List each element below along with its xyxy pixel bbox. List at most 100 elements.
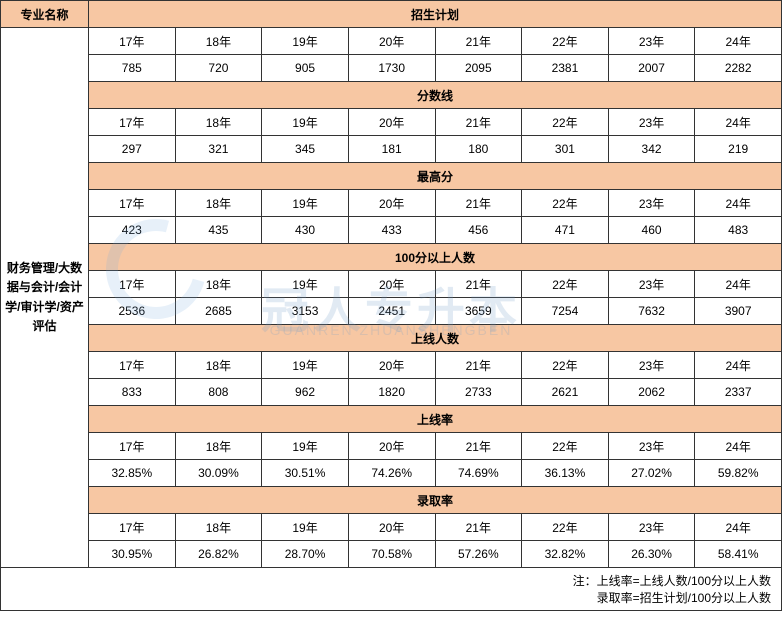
value-cell: 460 xyxy=(608,217,695,244)
year-cell: 20年 xyxy=(348,190,435,217)
year-cell: 21年 xyxy=(435,190,522,217)
major-name-cell: 财务管理/大数据与会计/会计学/审计学/资产评估 xyxy=(1,28,89,568)
value-cell: 2733 xyxy=(435,379,522,406)
value-cell: 28.70% xyxy=(262,541,349,568)
admissions-table: 专业名称 招生计划 财务管理/大数据与会计/会计学/审计学/资产评估 17年 1… xyxy=(0,0,782,611)
value-cell: 3153 xyxy=(262,298,349,325)
value-cell: 30.51% xyxy=(262,460,349,487)
year-cell: 17年 xyxy=(89,28,176,55)
year-cell: 23年 xyxy=(608,190,695,217)
value-cell: 423 xyxy=(89,217,176,244)
year-cell: 18年 xyxy=(175,433,262,460)
value-cell: 59.82% xyxy=(695,460,782,487)
value-cell: 32.82% xyxy=(522,541,609,568)
year-cell: 17年 xyxy=(89,352,176,379)
year-cell: 23年 xyxy=(608,352,695,379)
section-title-2: 最高分 xyxy=(89,163,782,190)
footnote-line1: 注：上线率=上线人数/100分以上人数 xyxy=(573,574,771,588)
year-cell: 22年 xyxy=(522,352,609,379)
year-cell: 22年 xyxy=(522,433,609,460)
section-title-5: 上线率 xyxy=(89,406,782,433)
value-cell: 2062 xyxy=(608,379,695,406)
value-cell: 181 xyxy=(348,136,435,163)
year-cell: 24年 xyxy=(695,352,782,379)
year-cell: 21年 xyxy=(435,433,522,460)
year-cell: 23年 xyxy=(608,514,695,541)
year-cell: 18年 xyxy=(175,109,262,136)
value-cell: 7632 xyxy=(608,298,695,325)
section-title-1: 分数线 xyxy=(89,82,782,109)
year-cell: 17年 xyxy=(89,109,176,136)
year-cell: 18年 xyxy=(175,190,262,217)
year-cell: 20年 xyxy=(348,352,435,379)
year-cell: 24年 xyxy=(695,514,782,541)
footnote-cell: 注：上线率=上线人数/100分以上人数 录取率=招生计划/100分以上人数 xyxy=(1,568,782,611)
section-title-3: 100分以上人数 xyxy=(89,244,782,271)
year-cell: 23年 xyxy=(608,271,695,298)
value-cell: 2451 xyxy=(348,298,435,325)
value-cell: 27.02% xyxy=(608,460,695,487)
value-cell: 74.69% xyxy=(435,460,522,487)
value-cell: 32.85% xyxy=(89,460,176,487)
value-cell: 3907 xyxy=(695,298,782,325)
year-cell: 24年 xyxy=(695,271,782,298)
year-cell: 22年 xyxy=(522,28,609,55)
year-cell: 22年 xyxy=(522,109,609,136)
value-cell: 2621 xyxy=(522,379,609,406)
year-cell: 24年 xyxy=(695,28,782,55)
year-cell: 21年 xyxy=(435,28,522,55)
section-title-0: 招生计划 xyxy=(89,1,782,28)
footnote-line2: 录取率=招生计划/100分以上人数 xyxy=(597,591,771,605)
year-cell: 21年 xyxy=(435,271,522,298)
value-cell: 456 xyxy=(435,217,522,244)
section-title-4: 上线人数 xyxy=(89,325,782,352)
value-cell: 301 xyxy=(522,136,609,163)
section-title-6: 录取率 xyxy=(89,487,782,514)
year-cell: 24年 xyxy=(695,109,782,136)
value-cell: 7254 xyxy=(522,298,609,325)
value-cell: 26.82% xyxy=(175,541,262,568)
value-cell: 2337 xyxy=(695,379,782,406)
value-cell: 180 xyxy=(435,136,522,163)
value-cell: 36.13% xyxy=(522,460,609,487)
value-cell: 219 xyxy=(695,136,782,163)
value-cell: 833 xyxy=(89,379,176,406)
value-cell: 433 xyxy=(348,217,435,244)
year-cell: 17年 xyxy=(89,190,176,217)
value-cell: 74.26% xyxy=(348,460,435,487)
value-cell: 297 xyxy=(89,136,176,163)
year-cell: 19年 xyxy=(262,190,349,217)
value-cell: 483 xyxy=(695,217,782,244)
value-cell: 2095 xyxy=(435,55,522,82)
year-cell: 18年 xyxy=(175,514,262,541)
value-cell: 808 xyxy=(175,379,262,406)
value-cell: 2381 xyxy=(522,55,609,82)
year-cell: 19年 xyxy=(262,271,349,298)
year-cell: 23年 xyxy=(608,433,695,460)
value-cell: 905 xyxy=(262,55,349,82)
value-cell: 720 xyxy=(175,55,262,82)
value-cell: 58.41% xyxy=(695,541,782,568)
year-cell: 20年 xyxy=(348,433,435,460)
year-cell: 19年 xyxy=(262,514,349,541)
year-cell: 21年 xyxy=(435,352,522,379)
year-cell: 24年 xyxy=(695,190,782,217)
year-cell: 20年 xyxy=(348,271,435,298)
year-cell: 19年 xyxy=(262,28,349,55)
value-cell: 345 xyxy=(262,136,349,163)
value-cell: 2685 xyxy=(175,298,262,325)
value-cell: 30.09% xyxy=(175,460,262,487)
year-cell: 18年 xyxy=(175,352,262,379)
year-cell: 18年 xyxy=(175,28,262,55)
year-cell: 22年 xyxy=(522,190,609,217)
year-cell: 19年 xyxy=(262,109,349,136)
value-cell: 57.26% xyxy=(435,541,522,568)
year-cell: 17年 xyxy=(89,433,176,460)
year-cell: 20年 xyxy=(348,514,435,541)
value-cell: 2536 xyxy=(89,298,176,325)
value-cell: 430 xyxy=(262,217,349,244)
year-cell: 22年 xyxy=(522,271,609,298)
value-cell: 2282 xyxy=(695,55,782,82)
value-cell: 962 xyxy=(262,379,349,406)
value-cell: 30.95% xyxy=(89,541,176,568)
